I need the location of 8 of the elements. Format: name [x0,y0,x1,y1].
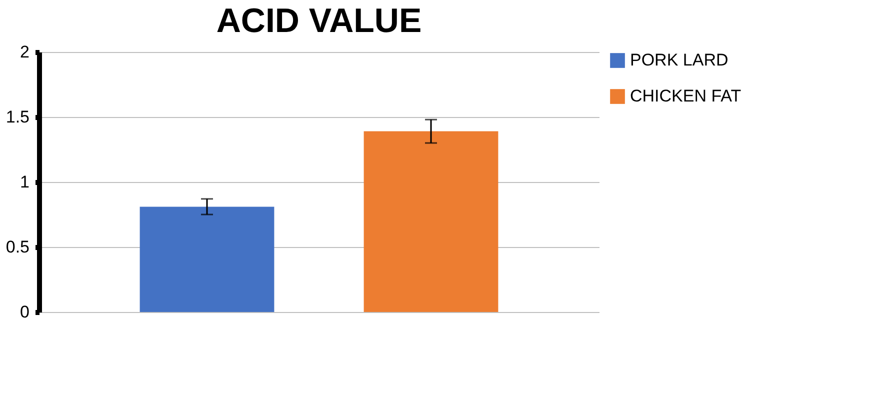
legend-label: PORK LARD [630,50,728,70]
y-tick-label: 0.5 [6,238,30,256]
y-tick-label: 1.5 [6,108,30,126]
legend-label: CHICKEN FAT [630,86,742,106]
chart-title: ACID VALUE [216,2,422,40]
y-tick-label: 0 [20,302,30,322]
y-tick-label: 1 [20,172,30,192]
y-tick-label: 2 [20,42,30,62]
